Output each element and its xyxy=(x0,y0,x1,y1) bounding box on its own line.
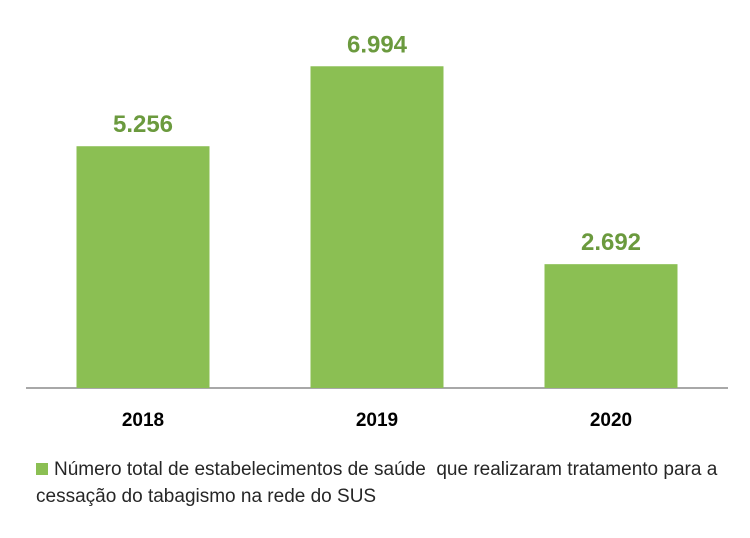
bar-2019 xyxy=(310,66,444,388)
legend-label: Número total de estabelecimentos de saúd… xyxy=(36,459,723,507)
bar-2020 xyxy=(544,264,678,388)
bar-2018 xyxy=(76,146,210,388)
x-tick-label-2020: 2020 xyxy=(590,410,632,431)
bar-chart: 5.256 2018 6.994 2019 2.692 2020 xyxy=(26,31,728,431)
data-label-2019: 6.994 xyxy=(347,31,408,58)
x-tick-label-2019: 2019 xyxy=(356,410,398,431)
data-label-2020: 2.692 xyxy=(581,229,641,256)
data-label-2018: 5.256 xyxy=(113,111,173,138)
x-tick-label-2018: 2018 xyxy=(122,410,164,431)
legend-swatch xyxy=(36,463,48,475)
legend: Número total de estabelecimentos de saúd… xyxy=(36,456,726,510)
